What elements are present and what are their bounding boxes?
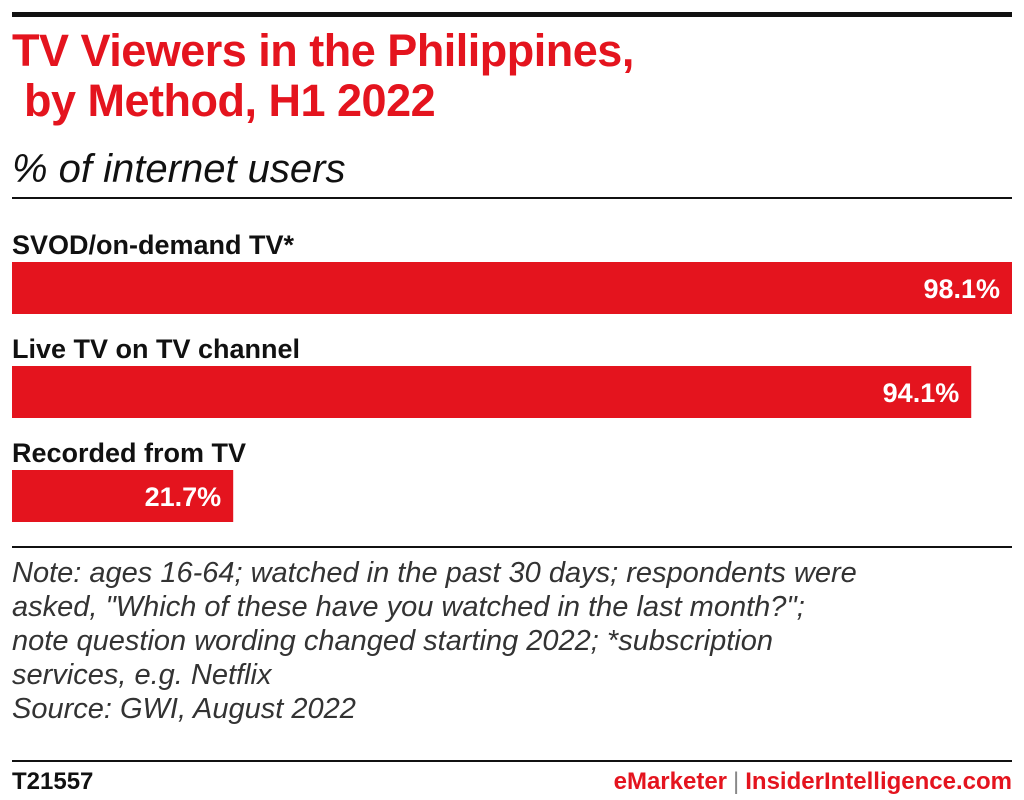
title-line-2: by Method, H1 2022	[12, 75, 436, 126]
brand-emarketer: eMarketer	[613, 768, 728, 795]
note-line-2: asked, "Which of these have you watched …	[12, 591, 805, 623]
value-label-recorded-from-tv: 21.7%	[145, 482, 222, 512]
brand-credit: eMarketer | InsiderIntelligence.com	[614, 768, 1012, 796]
footer-rule	[12, 760, 1012, 762]
brand-separator: |	[733, 768, 740, 795]
chart-code: T21557	[12, 768, 94, 795]
chart-subtitle: % of internet users	[12, 147, 346, 191]
notes-rule	[12, 546, 1012, 548]
note-line-3: note question wording changed starting 2…	[12, 625, 773, 657]
bar-chart: SVOD/on-demand TV* 98.1% Live TV on TV cha…	[12, 230, 1012, 522]
notes-block: Note: ages 16-64; watched in the past 30…	[12, 556, 1012, 726]
title-line-1: TV Viewers in the Philippines,	[12, 25, 634, 76]
value-label-svod-on-demand-tv: 98.1%	[923, 274, 1000, 304]
chart-title: TV Viewers in the Philippines, by Method…	[12, 26, 1012, 126]
footer: T21557 eMarketer | InsiderIntelligence.com	[12, 768, 1012, 800]
category-label-live-tv-on-tv-channel: Live TV on TV channel	[12, 334, 300, 364]
category-label-svod-on-demand-tv: SVOD/on-demand TV*	[12, 230, 295, 260]
category-label-recorded-from-tv: Recorded from TV	[12, 438, 246, 468]
bar-live-tv-on-tv-channel	[12, 366, 972, 418]
value-label-live-tv-on-tv-channel: 94.1%	[883, 378, 960, 408]
note-line-1: Note: ages 16-64; watched in the past 30…	[12, 557, 857, 589]
source-line: Source: GWI, August 2022	[12, 693, 356, 725]
subtitle-rule	[12, 197, 1012, 199]
top-rule	[12, 12, 1012, 17]
bar-recorded-from-tv	[12, 470, 234, 522]
brand-insider-intelligence: InsiderIntelligence.com	[745, 768, 1012, 795]
bar-svod-on-demand-tv	[12, 262, 1012, 314]
note-line-4: services, e.g. Netflix	[12, 659, 272, 691]
